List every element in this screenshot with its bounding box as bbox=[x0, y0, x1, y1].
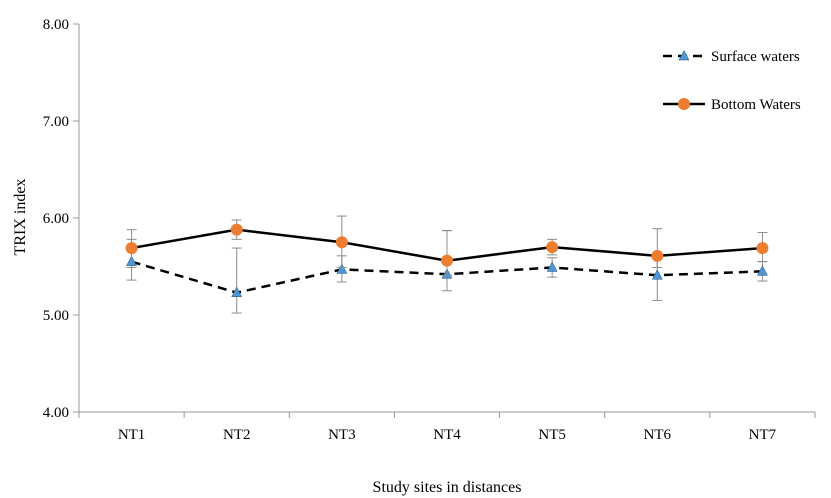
data-point bbox=[336, 263, 348, 274]
x-tick-label: NT6 bbox=[644, 427, 672, 443]
series-layer bbox=[125, 215, 769, 314]
x-tick-label: NT7 bbox=[749, 427, 777, 443]
y-tick-label: 7.00 bbox=[43, 114, 69, 130]
y-tick-label: 8.00 bbox=[43, 17, 69, 33]
x-tick-label: NT1 bbox=[118, 427, 146, 443]
x-axis-ticks: NT1 NT2 NT3 NT4 NT5 NT6 NT7 bbox=[78, 412, 816, 443]
legend-item: Surface waters bbox=[663, 49, 800, 65]
legend: Surface waters Bottom Waters bbox=[663, 49, 801, 113]
data-point bbox=[230, 223, 243, 236]
data-point bbox=[441, 254, 453, 267]
data-point bbox=[546, 261, 558, 272]
x-tick-label: NT3 bbox=[328, 427, 356, 443]
data-point bbox=[125, 242, 138, 255]
y-tick-label: 4.00 bbox=[43, 405, 69, 421]
data-point bbox=[757, 265, 768, 276]
x-tick-label: NT4 bbox=[433, 427, 461, 443]
legend-marker bbox=[678, 49, 690, 61]
data-point bbox=[756, 242, 769, 255]
x-axis-title: Study sites in distances bbox=[373, 479, 522, 496]
legend-item: Bottom Waters bbox=[663, 97, 801, 113]
data-point bbox=[651, 269, 663, 280]
y-axis-ticks: 4.00 5.00 6.00 7.00 8.00 bbox=[43, 17, 79, 421]
x-tick-label: NT2 bbox=[223, 427, 251, 443]
data-point bbox=[546, 241, 559, 254]
data-point bbox=[231, 286, 243, 297]
legend-label: Surface waters bbox=[711, 49, 800, 65]
y-tick-label: 5.00 bbox=[43, 308, 69, 324]
y-tick-label: 6.00 bbox=[43, 211, 69, 227]
y-axis-title: TRIX index bbox=[12, 179, 29, 256]
data-point bbox=[651, 249, 664, 262]
x-tick-label: NT5 bbox=[538, 427, 566, 443]
legend-label: Bottom Waters bbox=[711, 97, 801, 113]
legend-marker bbox=[678, 98, 690, 110]
series-bottom bbox=[125, 215, 769, 276]
data-point bbox=[335, 236, 348, 249]
axes: 4.005.006.007.008.00 NT1 NT2 NT3 NT4 NT5 NT6 N… bbox=[43, 17, 816, 443]
